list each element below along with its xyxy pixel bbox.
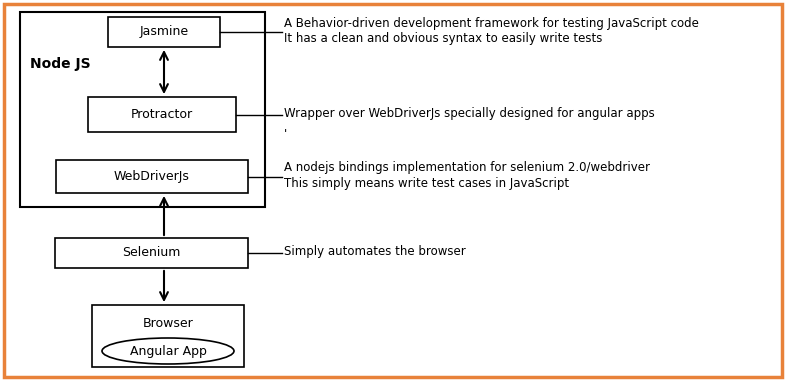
Ellipse shape <box>102 338 234 364</box>
Text: A nodejs bindings implementation for selenium 2.0/webdriver
This simply means wr: A nodejs bindings implementation for sel… <box>284 162 650 189</box>
Bar <box>88 97 236 132</box>
Bar <box>55 238 248 268</box>
Text: Protractor: Protractor <box>131 108 193 121</box>
Text: Jasmine: Jasmine <box>139 26 189 38</box>
Text: Node JS: Node JS <box>30 57 90 71</box>
Bar <box>92 305 244 367</box>
Text: Wrapper over WebDriverJs specially designed for angular apps: Wrapper over WebDriverJs specially desig… <box>284 107 655 120</box>
Text: Selenium: Selenium <box>123 247 181 259</box>
Bar <box>108 17 220 47</box>
Bar <box>20 12 265 207</box>
Text: Angular App: Angular App <box>130 344 207 357</box>
Text: Browser: Browser <box>142 317 193 330</box>
Text: WebDriverJs: WebDriverJs <box>114 170 190 183</box>
Text: A Behavior-driven development framework for testing JavaScript code
It has a cle: A Behavior-driven development framework … <box>284 17 699 45</box>
Bar <box>56 160 248 193</box>
Text: Simply automates the browser: Simply automates the browser <box>284 245 466 258</box>
Text: ': ' <box>284 128 287 141</box>
